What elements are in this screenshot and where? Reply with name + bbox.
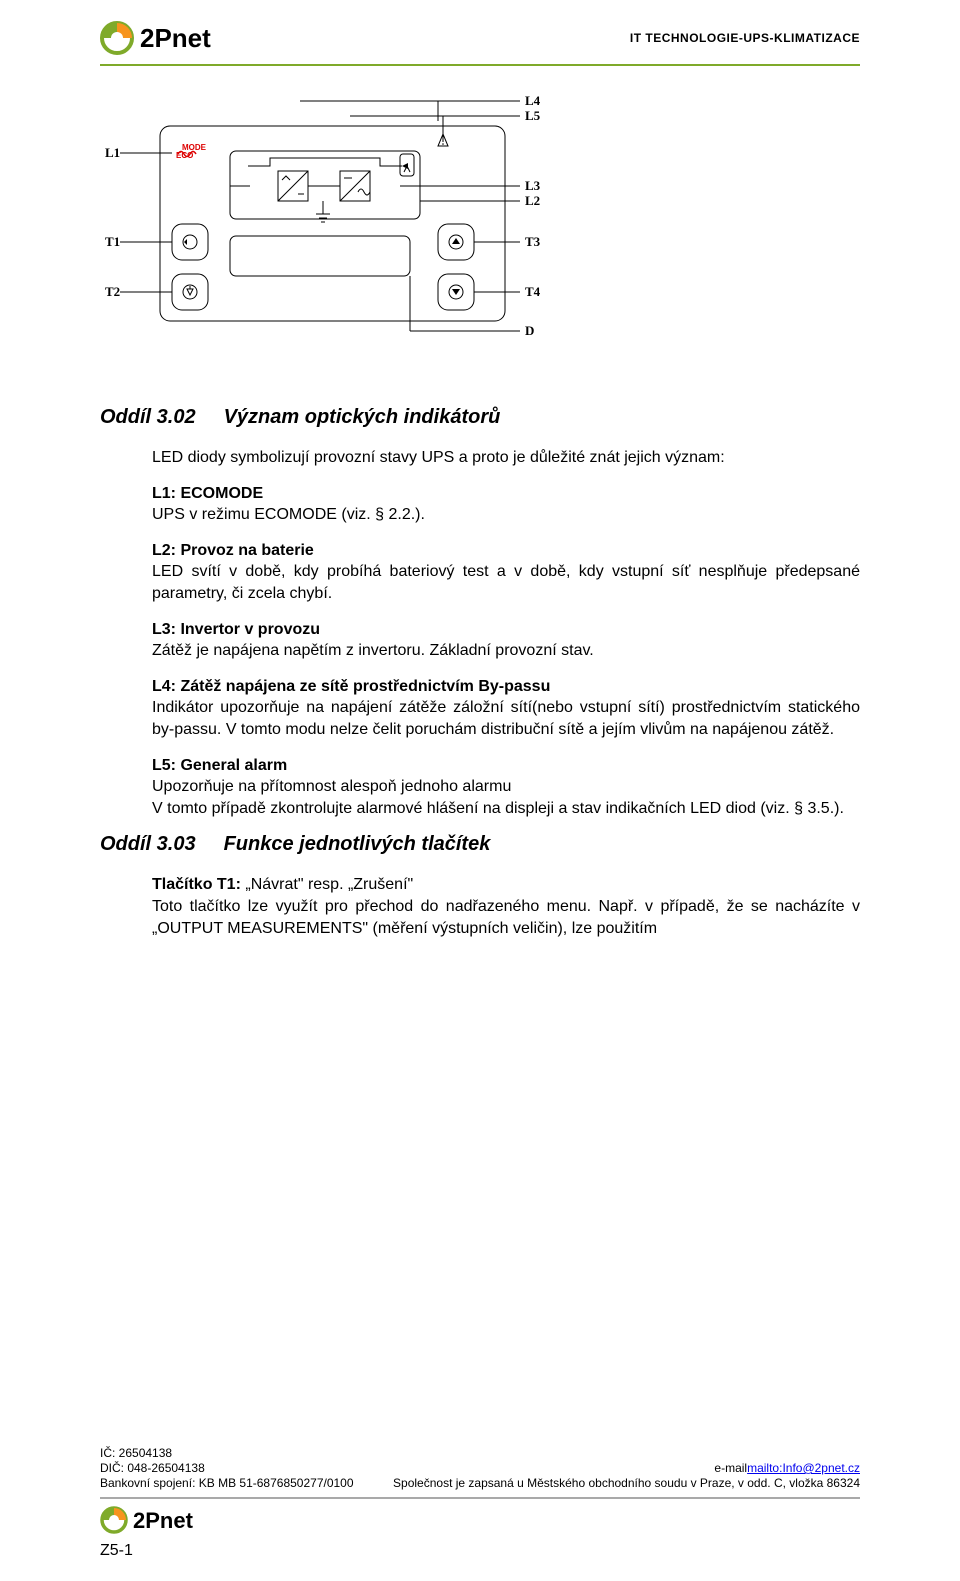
- ups-panel-diagram: .thin { stroke:#000; stroke-width:1; fil…: [100, 86, 560, 346]
- svg-text:L4: L4: [525, 93, 541, 108]
- page-header: 2Pnet IT TECHNOLOGIE-UPS-KLIMATIZACE: [100, 20, 860, 56]
- l3-block: L3: Invertor v provozu Zátěž je napájena…: [100, 619, 860, 662]
- svg-text:T4: T4: [525, 284, 541, 299]
- page-footer: IČ: 26504138 DIČ: 048-26504138 Bankovní …: [100, 1446, 860, 1561]
- svg-text:T3: T3: [525, 234, 541, 249]
- page-number: Z5-1: [100, 1541, 860, 1561]
- header-divider: [100, 64, 860, 66]
- svg-text:D: D: [525, 323, 534, 338]
- footer-left: IČ: 26504138 DIČ: 048-26504138 Bankovní …: [100, 1446, 354, 1491]
- l4-block: L4: Zátěž napájena ze sítě prostřednictv…: [100, 676, 860, 741]
- footer-divider: [100, 1497, 860, 1499]
- section-302-intro: LED diody symbolizují provozní stavy UPS…: [100, 447, 860, 469]
- header-tagline: IT TECHNOLOGIE-UPS-KLIMATIZACE: [630, 31, 860, 45]
- t1-block: Tlačítko T1: „Návrat" resp. „Zrušení" To…: [100, 874, 860, 939]
- svg-text:T2: T2: [105, 284, 120, 299]
- footer-email-link[interactable]: mailto:Info@2pnet.cz: [747, 1461, 860, 1475]
- svg-text:T1: T1: [105, 234, 120, 249]
- svg-text:L2: L2: [525, 193, 540, 208]
- svg-text:L5: L5: [525, 108, 541, 123]
- brand-logo: 2Pnet: [100, 21, 260, 55]
- l1-block: L1: ECOMODE UPS v režimu ECOMODE (viz. §…: [100, 483, 860, 526]
- section-302: Oddíl 3.02Význam optických indikátorů LE…: [100, 406, 860, 819]
- svg-text:2Pnet: 2Pnet: [133, 1508, 194, 1533]
- section-302-heading: Oddíl 3.02Význam optických indikátorů: [100, 406, 860, 429]
- svg-text:L1: L1: [105, 145, 120, 160]
- l2-block: L2: Provoz na baterie LED svítí v době, …: [100, 540, 860, 605]
- svg-text:2Pnet: 2Pnet: [140, 23, 211, 53]
- svg-text:L3: L3: [525, 178, 541, 193]
- l5-block: L5: General alarm Upozorňuje na přítomno…: [100, 755, 860, 820]
- section-303: Oddíl 3.03Funkce jednotlivých tlačítek T…: [100, 833, 860, 939]
- section-303-heading: Oddíl 3.03Funkce jednotlivých tlačítek: [100, 833, 860, 856]
- footer-logo: 2Pnet: [100, 1505, 860, 1539]
- footer-right: e-mailmailto:Info@2pnet.cz Společnost je…: [393, 1446, 860, 1491]
